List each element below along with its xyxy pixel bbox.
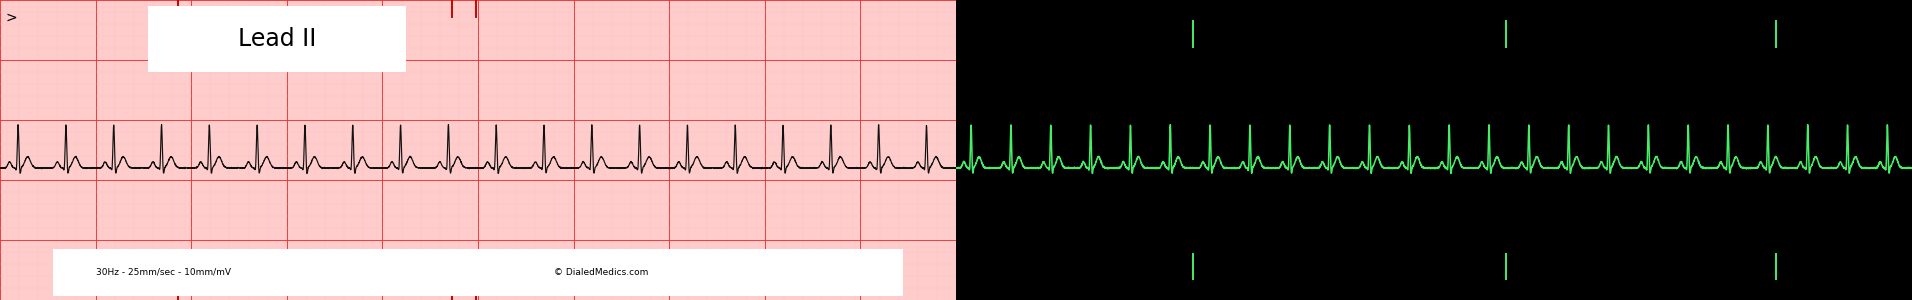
Text: >: > <box>6 11 17 25</box>
Text: 30Hz - 25mm/sec - 10mm/mV: 30Hz - 25mm/sec - 10mm/mV <box>96 268 231 277</box>
FancyBboxPatch shape <box>52 249 902 296</box>
Text: Lead II: Lead II <box>239 27 315 51</box>
FancyBboxPatch shape <box>149 6 407 72</box>
Text: © DialedMedics.com: © DialedMedics.com <box>554 268 648 277</box>
